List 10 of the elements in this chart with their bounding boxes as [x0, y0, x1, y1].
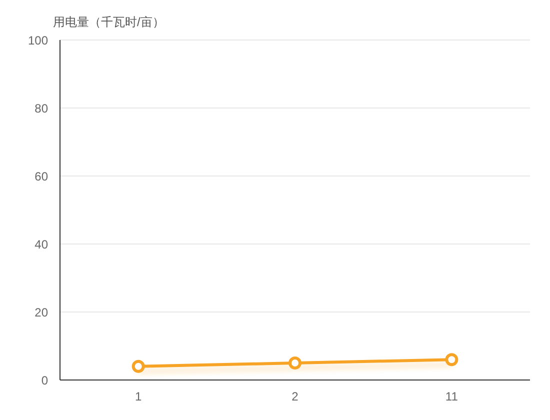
y-tick-label: 60 [34, 169, 48, 184]
y-tick-label: 40 [34, 237, 48, 252]
y-axis-title: 用电量（千瓦时/亩） [53, 15, 164, 29]
x-tick-label: 11 [445, 390, 458, 404]
x-tick-label: 2 [292, 390, 299, 404]
x-tick-label: 1 [134, 390, 142, 404]
y-tick-label: 100 [28, 33, 48, 48]
y-tick-label: 80 [34, 101, 48, 116]
y-tick-label: 20 [34, 305, 48, 320]
y-tick-label: 0 [41, 373, 48, 388]
